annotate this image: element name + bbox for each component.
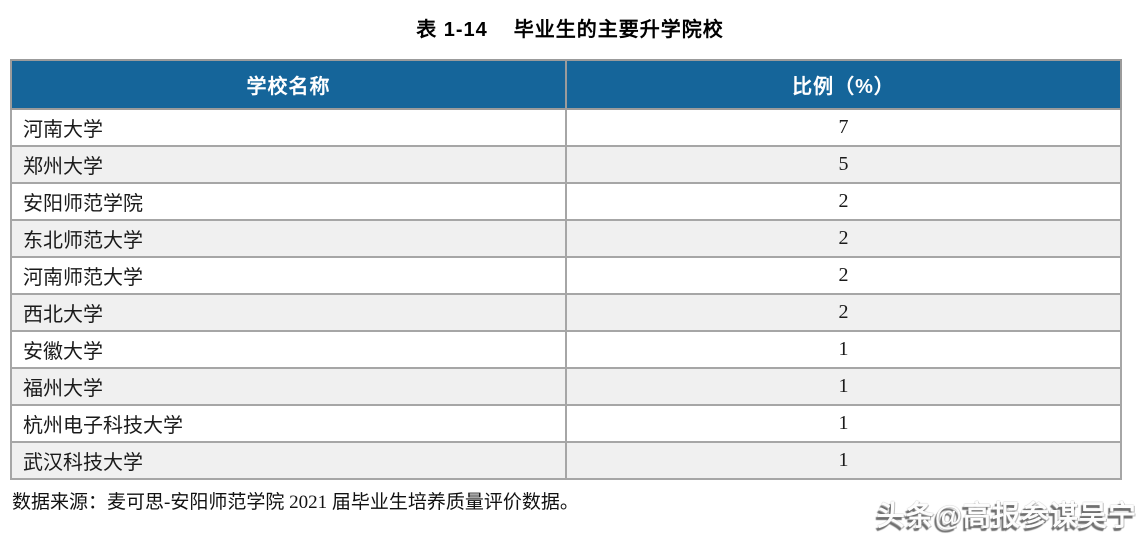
table-row: 武汉科技大学 1 (10, 441, 1122, 480)
school-name: 河南师范大学 (10, 256, 567, 295)
ratio-value: 2 (565, 293, 1122, 332)
header-row: 学校名称 比例（%） (10, 59, 1122, 110)
ratio-value: 1 (565, 367, 1122, 406)
table-body: 河南大学 7 郑州大学 5 安阳师范学院 2 东北师范大学 2 河南师范大学 2… (10, 108, 1122, 480)
table-row: 东北师范大学 2 (10, 219, 1122, 258)
school-name: 杭州电子科技大学 (10, 404, 567, 443)
ratio-value: 2 (565, 256, 1122, 295)
school-name: 武汉科技大学 (10, 441, 567, 480)
table-row: 福州大学 1 (10, 367, 1122, 406)
ratio-value: 1 (565, 404, 1122, 443)
table-caption-number: 表 1-14 (416, 19, 488, 41)
table-row: 西北大学 2 (10, 293, 1122, 332)
table-row: 杭州电子科技大学 1 (10, 404, 1122, 443)
school-name: 西北大学 (10, 293, 567, 332)
table-caption: 表 1-14 毕业生的主要升学院校 (0, 0, 1140, 42)
graduate-schools-table: 学校名称 比例（%） 河南大学 7 郑州大学 5 安阳师范学院 2 东北师范大学… (10, 59, 1122, 480)
column-header-ratio: 比例（%） (565, 59, 1122, 110)
ratio-value: 2 (565, 219, 1122, 258)
table-row: 安阳师范学院 2 (10, 182, 1122, 221)
table-row: 河南大学 7 (10, 108, 1122, 147)
school-name: 郑州大学 (10, 145, 567, 184)
table-header: 学校名称 比例（%） (10, 59, 1122, 110)
school-name: 安徽大学 (10, 330, 567, 369)
column-header-school: 学校名称 (10, 59, 567, 110)
school-name: 安阳师范学院 (10, 182, 567, 221)
school-name: 福州大学 (10, 367, 567, 406)
ratio-value: 1 (565, 441, 1122, 480)
school-name: 河南大学 (10, 108, 567, 147)
data-source-note: 数据来源：麦可思-安阳师范学院 2021 届毕业生培养质量评价数据。 (12, 492, 579, 513)
table-row: 安徽大学 1 (10, 330, 1122, 369)
school-name: 东北师范大学 (10, 219, 567, 258)
ratio-value: 5 (565, 145, 1122, 184)
ratio-value: 1 (565, 330, 1122, 369)
table-row: 河南师范大学 2 (10, 256, 1122, 295)
table-caption-title: 毕业生的主要升学院校 (513, 19, 724, 41)
ratio-value: 2 (565, 182, 1122, 221)
table-row: 郑州大学 5 (10, 145, 1122, 184)
ratio-value: 7 (565, 108, 1122, 147)
